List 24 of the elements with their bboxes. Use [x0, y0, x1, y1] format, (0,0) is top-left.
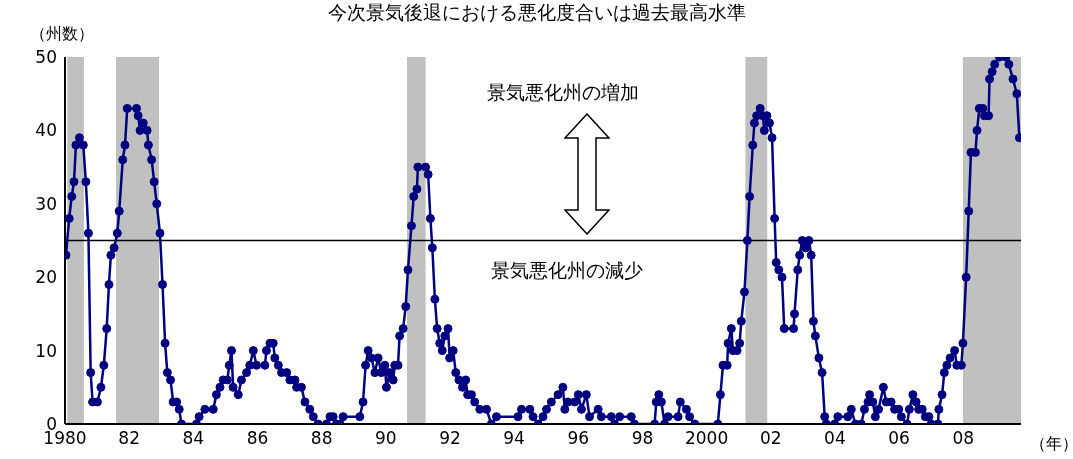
x-tick-label: 96	[567, 428, 590, 449]
x-tick-label: 82	[118, 428, 140, 449]
x-tick-label: 88	[310, 428, 333, 449]
x-axis-title: （年）	[1030, 434, 1073, 455]
x-tick-label: 92	[439, 428, 461, 449]
x-tick-label: 84	[182, 428, 205, 449]
x-tick-label: 04	[824, 428, 846, 449]
y-axis-title: （州数）	[30, 24, 94, 45]
annotation: 景気悪化州の増加	[487, 80, 639, 105]
y-tick-label: 30	[35, 193, 57, 214]
x-tick-label: 06	[888, 428, 910, 449]
y-tick-label: 10	[35, 340, 57, 361]
x-tick-label: 86	[246, 428, 269, 449]
x-tick-label: 94	[503, 428, 525, 449]
x-tick-label: 02	[759, 428, 782, 449]
x-tick-label: 90	[374, 428, 397, 449]
y-tick-label: 50	[35, 47, 57, 68]
y-tick-label: 40	[35, 120, 57, 141]
x-tick-label: 08	[952, 428, 975, 449]
annotation: 景気悪化州の減少	[491, 258, 643, 283]
y-tick-label: 20	[35, 267, 57, 288]
chart-title: 今次景気後退における悪化度合いは過去最高水準	[327, 1, 746, 23]
x-tick-label: 2000	[684, 428, 729, 449]
x-tick-label: 98	[631, 428, 654, 449]
